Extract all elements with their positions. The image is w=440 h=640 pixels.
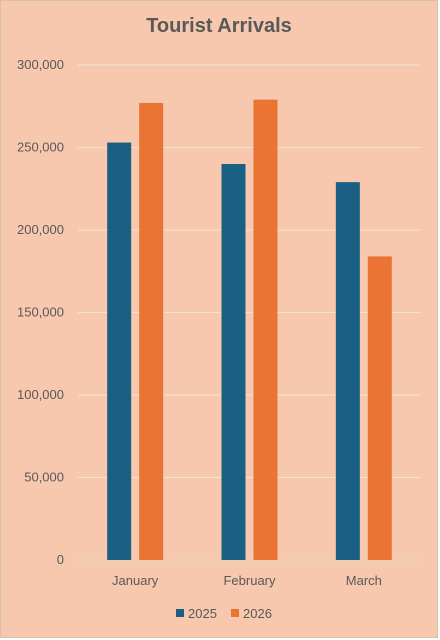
y-tick-label: 200,000 (17, 222, 64, 237)
y-tick-label: 0 (57, 552, 64, 567)
x-tick-label: January (112, 573, 159, 588)
y-tick-label: 300,000 (17, 57, 64, 72)
chart-title: Tourist Arrivals (146, 15, 292, 37)
y-axis-tick-labels: 0 50,000 100,000 150,000 200,000 250,000 300,0… (17, 57, 64, 567)
x-axis-tick-labels: January February March (112, 573, 382, 588)
y-tick-label: 250,000 (17, 140, 64, 155)
bar-2025-march (335, 182, 360, 560)
bar-2025-january (107, 142, 132, 561)
gridlines (78, 64, 421, 561)
legend-swatch-2026 (231, 609, 239, 617)
bar-2026-march (367, 256, 392, 560)
y-tick-label: 150,000 (17, 305, 64, 320)
x-tick-label: March (346, 573, 382, 588)
y-tick-label: 100,000 (17, 387, 64, 402)
bar-2026-february (253, 99, 278, 561)
bar-2025-february (221, 164, 246, 560)
legend-swatch-2025 (176, 609, 184, 617)
x-tick-label: February (223, 573, 276, 588)
bars (107, 99, 392, 561)
legend-label-2026: 2026 (243, 606, 272, 621)
legend: 2025 2026 (176, 606, 272, 621)
bar-2026-january (139, 102, 164, 560)
y-tick-label: 50,000 (24, 470, 64, 485)
legend-label-2025: 2025 (188, 606, 217, 621)
